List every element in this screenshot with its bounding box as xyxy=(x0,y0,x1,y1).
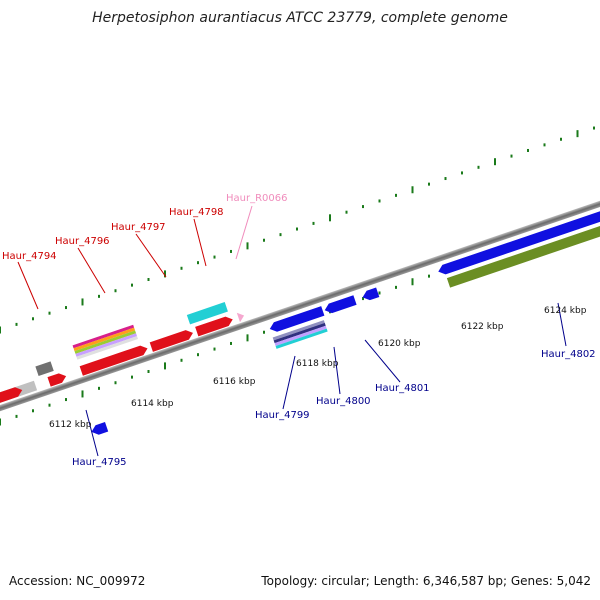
feature-haur-4795 xyxy=(91,422,109,435)
reverse-gene-labels: Haur_4795 Haur_4799 Haur_4800 Haur_4801 … xyxy=(72,349,596,468)
tick-label-6112: 6112 kbp xyxy=(49,420,92,430)
feature-haur-4802 xyxy=(438,177,600,275)
tick-label-6122: 6122 kbp xyxy=(461,322,504,332)
feature-haur-r0066 xyxy=(236,312,245,323)
gene-label-haur-4794[interactable]: Haur_4794 xyxy=(2,251,57,262)
reverse-label-lines xyxy=(85,302,567,457)
accession-text: Accession: NC_009972 xyxy=(9,574,146,588)
gene-label-haur-r0066[interactable]: Haur_R0066 xyxy=(226,193,288,204)
gene-label-haur-4797[interactable]: Haur_4797 xyxy=(111,222,166,233)
gene-label-haur-4801[interactable]: Haur_4801 xyxy=(375,383,430,394)
gene-label-haur-4799[interactable]: Haur_4799 xyxy=(255,410,310,421)
tick-label-6118: 6118 kbp xyxy=(296,359,339,369)
gene-label-haur-4800[interactable]: Haur_4800 xyxy=(316,396,371,407)
tick-label-6116: 6116 kbp xyxy=(213,377,256,387)
forward-features xyxy=(0,302,245,409)
forward-tick-row xyxy=(0,126,595,334)
feature-haur-4802-domain xyxy=(446,187,600,288)
gene-label-haur-4802[interactable]: Haur_4802 xyxy=(541,349,596,360)
feature-haur-4793 xyxy=(0,387,23,409)
feature-haur-4796-domains xyxy=(72,324,138,360)
feature-haur-4799 xyxy=(269,306,325,332)
reverse-features xyxy=(91,177,600,435)
gene-label-haur-4795[interactable]: Haur_4795 xyxy=(72,457,127,468)
feature-haur-4797 xyxy=(149,330,193,352)
forward-gene-labels: Haur_4794 Haur_4796 Haur_4797 Haur_4798 … xyxy=(2,193,288,262)
feature-haur-4801 xyxy=(362,287,380,301)
map-title: Herpetosiphon aurantiacus ATCC 23779, co… xyxy=(92,10,508,26)
tick-label-6114: 6114 kbp xyxy=(131,399,174,409)
tick-label-6120: 6120 kbp xyxy=(378,339,421,349)
gene-label-haur-4796[interactable]: Haur_4796 xyxy=(55,236,110,247)
tick-label-6124: 6124 kbp xyxy=(544,306,587,316)
feature-haur-4796 xyxy=(79,345,148,376)
feature-haur-4800 xyxy=(324,295,357,314)
genome-summary-text: Topology: circular; Length: 6,346,587 bp… xyxy=(261,574,591,588)
tick-labels: 6112 kbp 6114 kbp 6116 kbp 6118 kbp 6120… xyxy=(49,306,587,430)
feature-haur-4798 xyxy=(195,316,233,337)
feature-haur-4798-domain xyxy=(186,302,228,325)
genome-backbone xyxy=(0,77,600,535)
forward-label-lines xyxy=(17,218,207,310)
gene-label-haur-4798[interactable]: Haur_4798 xyxy=(169,207,224,218)
feature-haur-4799-domains xyxy=(272,320,328,349)
feature-gray-2 xyxy=(35,361,54,376)
rna-label-line xyxy=(235,205,253,260)
feature-haur-4794 xyxy=(47,373,67,387)
